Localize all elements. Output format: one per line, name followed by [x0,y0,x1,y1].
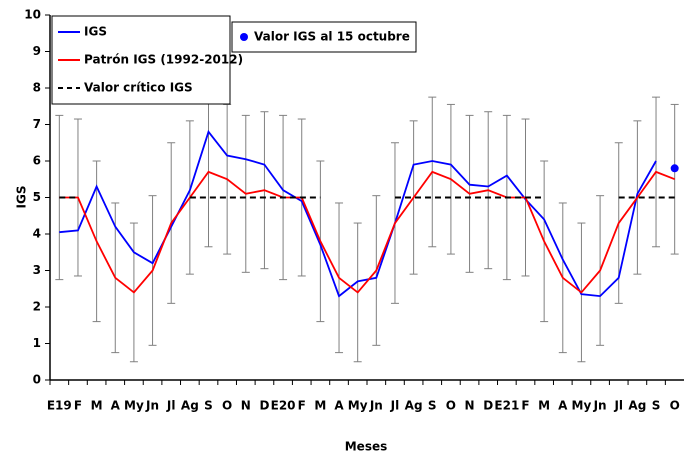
x-tick-label: N [465,399,475,413]
x-tick-label: O [446,399,456,413]
y-tick-label: 7 [33,117,41,131]
x-tick-label: E19 [47,399,72,413]
legend-box [51,15,231,105]
y-tick-label: 4 [33,227,41,241]
x-tick-label: Ag [181,399,199,413]
x-tick-label: Jn [593,399,607,413]
y-tick-label: 0 [33,373,41,387]
x-tick-label: M [538,399,550,413]
point [670,164,679,173]
x-tick-label: E21 [494,399,519,413]
y-tick-label: 1 [33,336,41,350]
y-tick-label: 8 [33,81,41,95]
x-tick-label: My [348,399,368,413]
x-tick-label: N [241,399,251,413]
x-tick-label: My [572,399,592,413]
legend-box [231,21,417,53]
x-tick-label: Jn [145,399,159,413]
x-tick-label: A [334,399,344,413]
y-axis-label: IGS [15,186,29,209]
x-tick-label: F [74,399,82,413]
x-tick-label: M [314,399,326,413]
x-tick-label: O [670,399,680,413]
series-line [59,129,657,298]
x-tick-label: Jl [390,399,400,413]
legend-swatch [240,33,248,41]
y-tick-label: 6 [33,154,41,168]
x-tick-label: Jl [613,399,623,413]
x-tick-label: S [204,399,213,413]
y-tick-label: 2 [33,300,41,314]
x-tick-label: F [298,399,306,413]
x-tick-label: My [124,399,144,413]
x-axis-label: Meses [345,440,388,454]
x-tick-label: Ag [405,399,423,413]
x-tick-label: M [91,399,103,413]
x-tick-label: Ag [628,399,646,413]
legend-label: Valor crítico IGS [84,81,193,95]
legend-label: Valor IGS al 15 octubre [254,30,410,44]
x-tick-label: D [483,399,493,413]
legend-label: IGS [84,25,107,39]
x-tick-label: S [652,399,661,413]
x-tick-label: Jl [166,399,176,413]
x-tick-label: A [111,399,121,413]
x-tick-label: O [222,399,232,413]
x-tick-label: D [259,399,269,413]
series-line [59,170,676,294]
x-tick-label: F [521,399,529,413]
y-tick-label: 10 [24,8,41,22]
legend-label: Patrón IGS (1992-2012) [84,53,243,67]
x-tick-label: A [558,399,568,413]
y-tick-label: 9 [33,44,41,58]
y-tick-label: 5 [33,190,41,204]
x-tick-label: S [428,399,437,413]
x-tick-label: Jn [369,399,383,413]
x-tick-label: E20 [271,399,296,413]
y-tick-label: 3 [33,263,41,277]
